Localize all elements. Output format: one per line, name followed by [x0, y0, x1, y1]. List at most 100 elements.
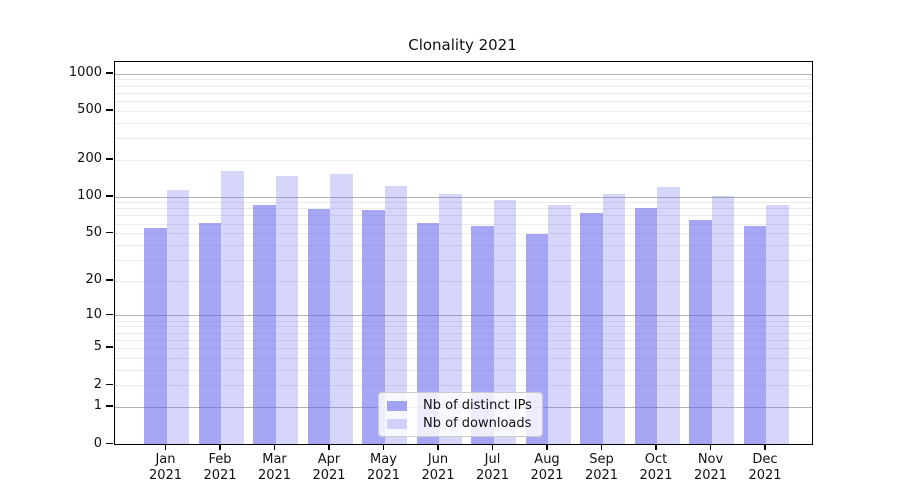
grid-line-minor — [115, 79, 812, 81]
x-axis-tick — [546, 444, 548, 450]
x-axis-tick — [164, 444, 167, 450]
x-axis-tick-label: Oct 2021 — [639, 452, 673, 483]
bar-downloads-oct[interactable] — [657, 187, 680, 444]
bar-distinct-ips-jul[interactable] — [471, 226, 494, 444]
y-axis-tick — [106, 346, 113, 348]
grid-line-minor — [115, 326, 812, 328]
x-axis-tick — [709, 444, 712, 450]
grid-line-minor — [115, 244, 812, 246]
x-axis-tick-label: Dec 2021 — [748, 452, 782, 483]
x-axis-tick-label: Apr 2021 — [312, 452, 346, 483]
bar-distinct-ips-nov[interactable] — [689, 220, 712, 444]
grid-line-minor — [115, 92, 812, 94]
bar-distinct-ips-mar[interactable] — [253, 205, 276, 444]
bar-downloads-apr[interactable] — [330, 174, 353, 444]
legend-item-distinct-ips[interactable]: Nb of distinct IPs — [387, 398, 532, 413]
bar-downloads-nov[interactable] — [711, 195, 734, 444]
y-axis-tick-label: 200 — [77, 151, 102, 167]
legend-label-downloads: Nb of downloads — [423, 416, 532, 431]
grid-line-minor — [115, 357, 812, 359]
grid-line-minor — [115, 137, 812, 139]
x-axis-tick — [219, 444, 221, 450]
bar-distinct-ips-dec[interactable] — [743, 226, 766, 444]
bar-downloads-jun[interactable] — [439, 194, 462, 444]
grid-line-minor — [115, 369, 812, 371]
y-axis-tick — [106, 383, 113, 386]
y-axis-tick-label: 20 — [85, 272, 102, 288]
grid-line-minor — [115, 100, 812, 102]
bar-downloads-dec[interactable] — [766, 204, 789, 444]
bar-downloads-feb[interactable] — [221, 170, 244, 444]
grid-line-minor — [115, 223, 812, 225]
x-axis-tick-label: Jul 2021 — [475, 452, 510, 483]
x-axis-tick-label: Nov 2021 — [693, 452, 728, 483]
x-axis-tick — [273, 444, 276, 450]
bar-downloads-jan[interactable] — [166, 190, 189, 444]
bar-downloads-sep[interactable] — [602, 193, 625, 444]
y-axis-tick — [106, 109, 113, 111]
y-axis-tick-label: 500 — [77, 102, 102, 118]
grid-line-minor — [115, 159, 812, 161]
grid-line-minor — [115, 110, 812, 112]
bar-distinct-ips-jun[interactable] — [416, 222, 439, 444]
y-axis-tick-label: 2 — [93, 376, 102, 392]
grid-line-minor — [115, 332, 812, 334]
grid-line-minor — [115, 347, 812, 349]
grid-line-minor — [115, 215, 812, 217]
bar-distinct-ips-may[interactable] — [362, 210, 385, 444]
y-axis-tick-label: 0 — [93, 435, 102, 451]
x-axis-tick — [328, 444, 330, 450]
chart-title: Clonality 2021 — [408, 36, 517, 54]
x-axis-tick-label: May 2021 — [366, 452, 401, 483]
y-axis-tick-label: 1000 — [68, 65, 102, 80]
x-axis-tick — [600, 444, 603, 450]
x-axis-tick-label: Jun 2021 — [421, 452, 455, 483]
y-axis-tick-label: 10 — [85, 306, 102, 322]
x-axis-tick — [491, 444, 494, 450]
x-axis-tick-label: Jan 2021 — [148, 452, 183, 483]
bar-downloads-mar[interactable] — [275, 176, 298, 444]
y-axis-tick-label: 1 — [93, 398, 102, 414]
grid-line-minor — [115, 202, 812, 204]
x-axis-tick — [764, 444, 766, 450]
grid-line-minor — [115, 85, 812, 87]
bar-distinct-ips-apr[interactable] — [307, 209, 330, 444]
grid-line-major — [115, 73, 812, 75]
y-axis-tick-label: 5 — [93, 339, 102, 355]
grid-line-major — [115, 196, 812, 198]
grid-line-major — [115, 315, 812, 317]
grid-line-minor — [115, 280, 812, 282]
bar-downloads-may[interactable] — [384, 185, 407, 444]
x-axis-tick-label: Aug 2021 — [530, 452, 564, 483]
legend: Nb of distinct IPs Nb of downloads — [378, 392, 543, 437]
legend-item-downloads[interactable]: Nb of downloads — [387, 416, 532, 431]
y-axis-tick-label: 50 — [85, 224, 102, 240]
y-axis-tick — [106, 405, 113, 407]
bar-downloads-jul[interactable] — [493, 199, 516, 444]
bar-distinct-ips-jan[interactable] — [144, 228, 167, 444]
grid-line-minor — [115, 122, 812, 124]
bar-distinct-ips-oct[interactable] — [634, 208, 657, 444]
x-axis-tick — [655, 444, 657, 450]
x-axis-tick — [382, 444, 385, 450]
bar-distinct-ips-aug[interactable] — [525, 234, 548, 444]
x-axis-tick-label: Sep 2021 — [584, 452, 619, 483]
legend-swatch-downloads — [387, 418, 407, 429]
plot-area — [114, 61, 813, 445]
y-axis-tick — [106, 279, 113, 281]
bar-distinct-ips-feb[interactable] — [198, 222, 221, 444]
y-axis-tick — [106, 442, 113, 444]
grid-line-minor — [115, 259, 812, 261]
y-axis-tick — [106, 72, 113, 74]
grid-line-minor — [115, 320, 812, 322]
y-axis-tick — [106, 231, 113, 234]
bar-downloads-aug[interactable] — [548, 204, 571, 444]
legend-swatch-distinct-ips — [387, 400, 407, 411]
y-axis-tick — [106, 195, 113, 197]
bar-distinct-ips-sep[interactable] — [580, 212, 603, 444]
y-axis-tick — [106, 158, 113, 160]
legend-label-distinct-ips: Nb of distinct IPs — [423, 398, 532, 413]
grid-line-minor — [115, 339, 812, 341]
y-axis-tick-label: 100 — [77, 188, 102, 203]
